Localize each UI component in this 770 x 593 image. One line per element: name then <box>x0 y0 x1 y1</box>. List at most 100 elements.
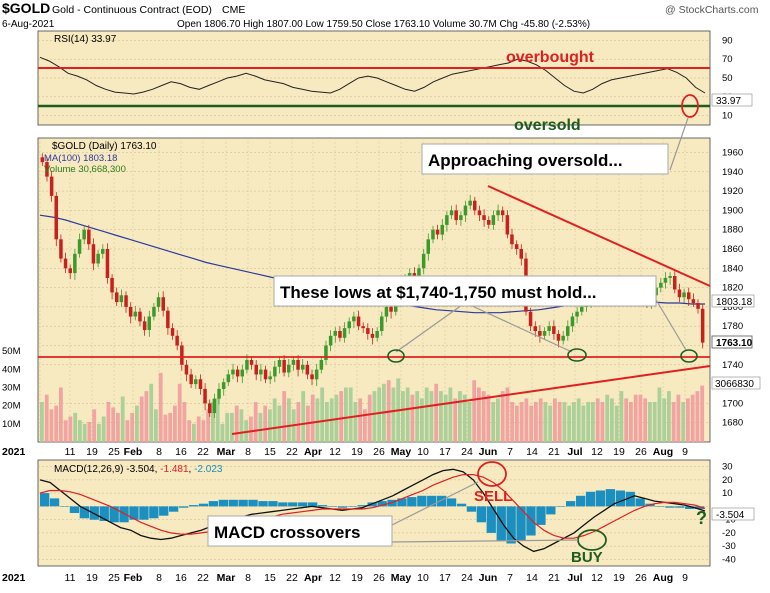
volume-bar <box>239 409 244 442</box>
volume-bar <box>686 398 690 442</box>
candle-body <box>575 311 579 317</box>
candle-body <box>208 403 212 414</box>
sell-annotation: SELL <box>474 488 512 505</box>
lows-must-hold-box <box>273 275 657 307</box>
x-tick-label: Feb <box>124 572 143 584</box>
volume-tick-label: 30M <box>2 382 21 393</box>
candle-body <box>468 200 472 206</box>
macd-hist-bar <box>69 506 80 513</box>
candle-body <box>687 292 691 300</box>
rsi-tick-label: 10 <box>722 111 733 122</box>
candle-body <box>147 316 151 330</box>
candle-body <box>352 316 356 322</box>
macd-panel: MACD(12,26,9) -3.504, -1.481, -2.023 SEL… <box>37 459 755 567</box>
candle-body <box>310 374 314 380</box>
candle-body <box>45 162 49 177</box>
candle-body <box>166 310 170 329</box>
macd-hist-bar <box>486 506 496 533</box>
volume-bar <box>648 402 652 442</box>
volume-bar <box>681 402 686 442</box>
macd-hist-bar <box>248 499 258 507</box>
macd-tick-label: 30 <box>722 462 733 473</box>
price-tick-label: 1700 <box>722 398 743 409</box>
candle-body <box>561 335 565 341</box>
x-tick-label: Jun <box>479 446 498 458</box>
volume-bar <box>405 387 410 442</box>
candle-body <box>82 229 86 240</box>
candle-body <box>556 333 561 341</box>
volume-bar <box>667 391 671 442</box>
macd-hist-bar <box>159 506 169 516</box>
volume-bar <box>97 423 101 442</box>
volume-bar <box>59 387 63 442</box>
x-tick-label: May <box>391 572 412 584</box>
x-tick-label: Jun <box>479 572 498 584</box>
candle-body <box>156 297 161 307</box>
candle-body <box>110 277 114 293</box>
candle-body <box>133 311 138 317</box>
volume-bar <box>529 405 534 442</box>
macd-hist-bar <box>208 501 218 507</box>
candle-body <box>170 328 175 336</box>
candle-body <box>375 331 379 338</box>
volume-bar <box>78 420 82 442</box>
candle-body <box>389 306 393 312</box>
price-tick-label: 1880 <box>722 225 743 236</box>
volume-bar <box>287 398 291 442</box>
volume-bar <box>477 387 481 442</box>
volume-bar <box>524 398 529 442</box>
volume-bar <box>320 387 325 442</box>
price-panel: Approaching oversold... These lows at $1… <box>2 117 761 443</box>
candle-body <box>482 215 486 220</box>
volume-bar <box>367 394 372 442</box>
candle-body <box>63 258 68 269</box>
price-tick-label: 1680 <box>722 418 743 429</box>
macd-hist-bar <box>675 506 685 508</box>
volume-bar <box>439 391 443 442</box>
volume-bar <box>363 409 367 442</box>
candle-body <box>459 215 463 220</box>
volume-tick-label: 10M <box>2 419 21 430</box>
macd-value-tag-bg <box>711 507 755 521</box>
rsi-tick-label: 50 <box>722 73 733 84</box>
volume-bar <box>600 402 605 442</box>
rsi-title: RSI(14) 33.97 <box>54 34 117 45</box>
volume-bar <box>657 387 662 442</box>
volume-bar <box>68 416 73 442</box>
low-circle-1 <box>387 349 405 363</box>
volume-bar <box>225 412 230 442</box>
x-tick-label: 15 <box>264 446 276 458</box>
volume-bar <box>424 387 429 442</box>
volume-bar <box>510 402 515 442</box>
rsi-line <box>39 56 706 95</box>
macd-hist-bar <box>278 502 288 507</box>
x-tick-label: Aug <box>653 572 673 584</box>
candle-body <box>449 210 454 216</box>
x-tick-label: 12 <box>329 446 341 458</box>
candle-body <box>370 333 375 338</box>
x-tick-label: 10 <box>417 446 429 458</box>
macd-title-prefix: MACD(12,26,9) -3.504, -1.481, -2.023 <box>54 464 223 475</box>
volume-bar <box>557 402 562 442</box>
candle-body <box>282 360 286 373</box>
candle-body <box>124 295 128 307</box>
candle-body <box>142 321 147 331</box>
macd-hist-bar <box>456 503 467 507</box>
volume-bar <box>82 423 87 442</box>
macd-hist-bar <box>476 506 486 523</box>
candle-body <box>96 253 100 264</box>
callout-pointer-4 <box>669 117 689 171</box>
volume-bar <box>196 416 201 442</box>
volume-bar <box>253 402 258 442</box>
x-tick-label: 16 <box>175 446 187 458</box>
candle-body <box>445 215 449 225</box>
volume-bar <box>595 398 600 442</box>
volume-bar <box>315 398 320 442</box>
volume-bar <box>230 412 234 442</box>
volume-bar <box>49 409 54 442</box>
macd-hist-bar <box>695 506 705 509</box>
rsi-grid <box>38 40 710 116</box>
volume-bar <box>467 402 472 442</box>
x-tick-label: 26 <box>373 572 385 584</box>
volume-bar <box>662 398 667 442</box>
